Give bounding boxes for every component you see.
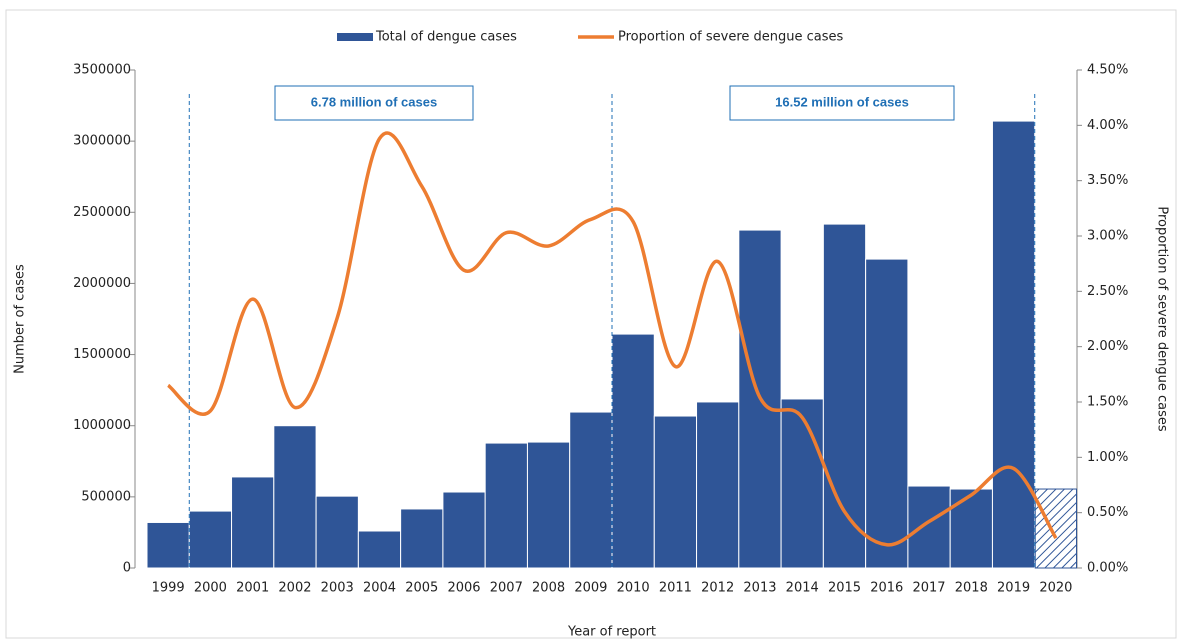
y2-tick-label: 4.50% [1087,63,1128,78]
x-tick-label: 2012 [701,581,734,596]
y-tick-label: 1000000 [73,418,131,433]
x-tick-label: 2004 [363,581,396,596]
x-tick-label: 2011 [659,581,692,596]
bar [357,530,402,569]
x-tick-label: 2001 [236,581,269,596]
bar [991,120,1036,569]
y-tick-label: 3500000 [73,63,131,78]
x-tick-label: 2019 [997,581,1030,596]
bar [400,508,444,569]
bar [231,476,275,569]
y2-tick-label: 4.00% [1087,118,1128,133]
y2-tick-label: 3.50% [1087,173,1128,188]
x-tick-label: 1999 [152,581,185,596]
y-tick-label: 0 [123,561,131,576]
bar [611,333,655,569]
y-tick-label: 2500000 [73,205,131,220]
legend-swatch [337,33,373,41]
x-tick-label: 2006 [447,581,480,596]
x-tick-label: 2020 [1039,581,1072,596]
chart-frame [5,9,1177,639]
bar [653,415,698,569]
y-tick-label: 2000000 [73,276,131,291]
bar [696,401,740,569]
annotation: 16.52 million of cases [775,94,909,109]
y2-tick-label: 0.00% [1087,561,1128,576]
annotation-box [729,85,955,121]
bar [865,258,909,569]
bar [315,495,359,569]
y2-tick-label: 0.50% [1087,505,1128,520]
legend-label: Proportion of severe dengue cases [618,30,844,45]
x-tick-label: 2002 [278,581,311,596]
y2-tick-label: 1.00% [1087,450,1128,465]
x-tick-label: 2014 [786,581,819,596]
bar [526,441,571,569]
x-tick-label: 2016 [870,581,903,596]
y2-tick-label: 2.00% [1087,339,1128,354]
x-tick-label: 2005 [405,581,438,596]
x-axis-title: Year of report [567,625,656,640]
x-tick-label: 2009 [574,581,607,596]
x-tick-label: 2013 [743,581,776,596]
bar [949,488,993,569]
x-tick-label: 2003 [321,581,354,596]
y2-tick-label: 3.00% [1087,229,1128,244]
bar [907,485,951,569]
legend-label: Total of dengue cases [375,30,517,45]
bar [273,425,317,569]
x-tick-label: 2017 [912,581,945,596]
annotation: 6.78 million of cases [311,94,437,109]
line [167,131,1058,547]
x-tick-label: 2007 [490,581,523,596]
y-tick-label: 1500000 [73,347,131,362]
x-tick-label: 2015 [828,581,861,596]
bar [780,398,824,569]
x-tick-label: 2008 [532,581,565,596]
y-axis-title: Number of cases [13,264,28,374]
y-tick-label: 500000 [81,489,131,504]
bar [146,521,190,569]
bar [442,491,486,569]
bar [822,223,867,569]
y2-axis-title: Proportion of severe dengue cases [1155,206,1170,432]
bar [569,411,613,569]
bar [188,510,233,569]
x-tick-label: 2010 [617,581,650,596]
x-tick-label: 2018 [955,581,988,596]
bar [1034,489,1077,568]
x-tick-label: 2000 [194,581,227,596]
y2-tick-label: 1.50% [1087,395,1128,410]
bar [484,442,528,569]
annotation-box [274,85,474,121]
y2-tick-label: 2.50% [1087,284,1128,299]
y-tick-label: 3000000 [73,134,131,149]
